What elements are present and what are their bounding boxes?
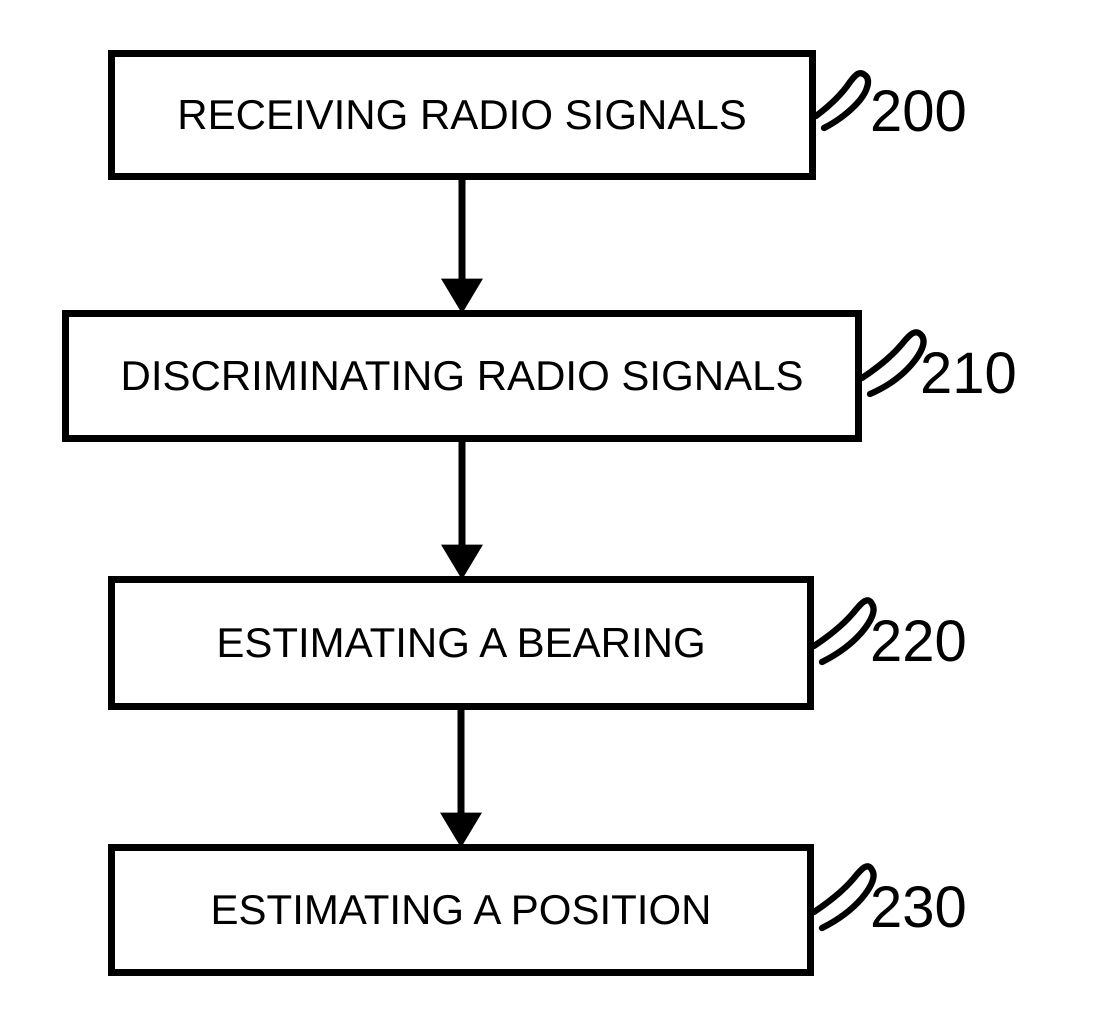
flowchart-canvas: RECEIVING RADIO SIGNALS 200 DISCRIMINATING… (0, 0, 1105, 1032)
flowchart-node-n200: RECEIVING RADIO SIGNALS (108, 50, 816, 180)
flowchart-label-connector-n200 (816, 73, 868, 128)
flowchart-node-text: DISCRIMINATING RADIO SIGNALS (121, 352, 804, 400)
flowchart-node-text: RECEIVING RADIO SIGNALS (177, 91, 746, 139)
flowchart-node-label-230: 230 (870, 874, 967, 941)
flowchart-node-text: ESTIMATING A BEARING (216, 619, 705, 667)
flowchart-label-connector-n230 (814, 866, 874, 928)
flowchart-node-label-200: 200 (870, 78, 967, 145)
flowchart-node-text: ESTIMATING A POSITION (211, 886, 712, 934)
flowchart-node-n210: DISCRIMINATING RADIO SIGNALS (62, 310, 862, 442)
flowchart-label-connector-n220 (814, 600, 874, 662)
flowchart-node-n220: ESTIMATING A BEARING (108, 576, 814, 710)
flowchart-label-connector-n210 (862, 332, 924, 394)
flowchart-node-label-210: 210 (920, 340, 1017, 407)
flowchart-node-label-220: 220 (870, 608, 967, 675)
flowchart-node-n230: ESTIMATING A POSITION (108, 844, 814, 976)
